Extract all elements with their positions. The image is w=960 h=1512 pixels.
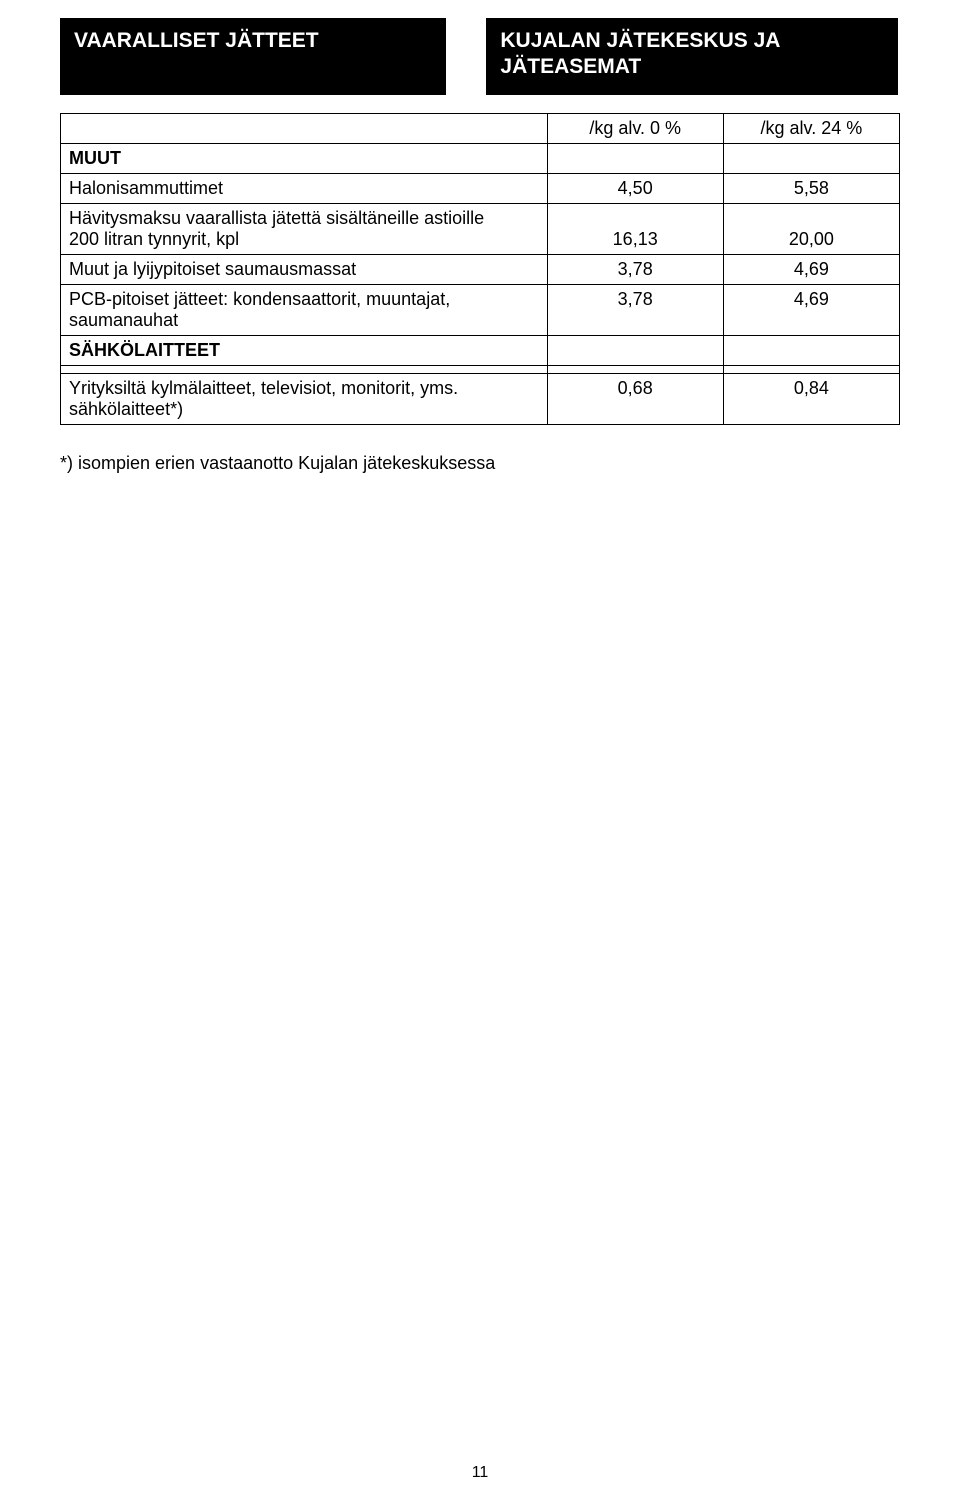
section-sahko-label: SÄHKÖLAITTEET: [61, 335, 548, 365]
table-row: Hävitysmaksu vaarallista jätettä sisältä…: [61, 203, 900, 254]
footnote: *) isompien erien vastaanotto Kujalan jä…: [60, 453, 900, 474]
table-row: Halonisammuttimet 4,50 5,58: [61, 173, 900, 203]
row-v1: 3,78: [547, 254, 723, 284]
row-v2: 20,00: [723, 203, 899, 254]
table-row: PCB-pitoiset jätteet: kondensaattorit, m…: [61, 284, 900, 335]
page-number: 11: [0, 1464, 960, 1482]
table-row: Yrityksiltä kylmälaitteet, televisiot, m…: [61, 373, 900, 424]
row-v1: 4,50: [547, 173, 723, 203]
row-v2: 5,58: [723, 173, 899, 203]
table-header-row: /kg alv. 0 % /kg alv. 24 %: [61, 113, 900, 143]
row-label: Halonisammuttimet: [61, 173, 548, 203]
row-v2: 4,69: [723, 284, 899, 335]
table-header-col2: /kg alv. 24 %: [723, 113, 899, 143]
row-label: Yrityksiltä kylmälaitteet, televisiot, m…: [61, 373, 548, 424]
row-v1: 16,13: [547, 203, 723, 254]
table-spacer-row: [61, 365, 900, 373]
header-right-box: KUJALAN JÄTEKESKUS JA JÄTEASEMAT: [486, 18, 898, 95]
section-sahko-v2: [723, 335, 899, 365]
pricing-table: /kg alv. 0 % /kg alv. 24 % MUUT Halonisa…: [60, 113, 900, 425]
row-label: PCB-pitoiset jätteet: kondensaattorit, m…: [61, 284, 548, 335]
row-v2: 4,69: [723, 254, 899, 284]
table-row: Muut ja lyijypitoiset saumausmassat 3,78…: [61, 254, 900, 284]
section-sahko-v1: [547, 335, 723, 365]
spacer-cell: [723, 365, 899, 373]
header-right-text: KUJALAN JÄTEKESKUS JA JÄTEASEMAT: [500, 29, 779, 78]
row-label: Muut ja lyijypitoiset saumausmassat: [61, 254, 548, 284]
section-muut-row: MUUT: [61, 143, 900, 173]
row-label: Hävitysmaksu vaarallista jätettä sisältä…: [61, 203, 548, 254]
section-muut-label: MUUT: [61, 143, 548, 173]
header-row: VAARALLISET JÄTTEET KUJALAN JÄTEKESKUS J…: [60, 18, 900, 95]
section-muut-v1: [547, 143, 723, 173]
spacer-cell: [547, 365, 723, 373]
table-header-empty: [61, 113, 548, 143]
section-sahko-row: SÄHKÖLAITTEET: [61, 335, 900, 365]
header-left-box: VAARALLISET JÄTTEET: [60, 18, 446, 95]
spacer-cell: [61, 365, 548, 373]
table-header-col1: /kg alv. 0 %: [547, 113, 723, 143]
row-v1: 3,78: [547, 284, 723, 335]
row-v2: 0,84: [723, 373, 899, 424]
row-v1: 0,68: [547, 373, 723, 424]
page: VAARALLISET JÄTTEET KUJALAN JÄTEKESKUS J…: [0, 0, 960, 1512]
section-muut-v2: [723, 143, 899, 173]
header-left-text: VAARALLISET JÄTTEET: [74, 29, 319, 52]
